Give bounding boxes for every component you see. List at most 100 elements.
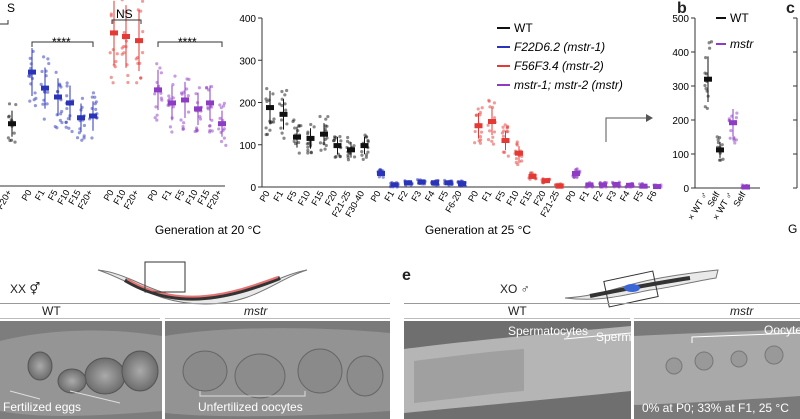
bracket-partial xyxy=(0,20,9,25)
grp-25c-0-1-point xyxy=(279,126,283,130)
grp-25c-0-3-point xyxy=(305,142,309,146)
grp-25c-0-4-point xyxy=(319,148,323,152)
grp-20c-3-5-point xyxy=(221,104,226,108)
grp-20c-1-2-mean xyxy=(54,94,62,100)
grp-25c-0-4-point xyxy=(318,141,323,145)
grp-25c-2-3-point xyxy=(514,156,519,161)
grp-25c-0-3-point xyxy=(306,132,310,136)
wt-20c-point xyxy=(13,140,17,144)
grp-25c-3-5-mean xyxy=(639,183,648,189)
legend-b: WT mstr xyxy=(716,11,754,51)
grp-25c-0-0-point xyxy=(271,92,275,96)
label-sperm: Sperm xyxy=(596,330,631,344)
grp-20c-3-2-point xyxy=(185,77,189,81)
grp-b-2-point xyxy=(733,141,737,145)
grp-20c-1-4-point xyxy=(80,96,85,100)
grp-25c-0-2-mean xyxy=(293,134,301,140)
grp-25c-1-0-mean xyxy=(377,170,385,176)
wt-20c-point xyxy=(12,131,16,135)
grp-25c-2-1-point xyxy=(492,130,497,134)
grp-20c-3-4-point xyxy=(209,85,214,89)
grp-25c-0-3-point xyxy=(309,151,313,155)
ytick-label-b: 500 xyxy=(672,14,689,25)
grp-20c-3-4-point xyxy=(208,124,212,128)
grp-20c-1-3-point xyxy=(67,126,71,130)
grp-25c-0-6-point xyxy=(352,144,356,148)
ytick-label-b: 300 xyxy=(672,82,689,93)
tick-25c: F4 xyxy=(423,189,437,203)
grp-25c-0-6-point xyxy=(346,158,351,162)
grp-b-1-point xyxy=(719,158,723,162)
grp-25c-2-2-point xyxy=(506,154,510,158)
grp-25c-0-1-point xyxy=(285,88,289,93)
tick-25c: F15 xyxy=(309,189,325,207)
grp-20c-1-0-point xyxy=(33,91,37,95)
genotype-xo: XO ♂ xyxy=(500,282,530,296)
grp-20c-1-0-point xyxy=(29,66,33,70)
grp-25c-2-2-point xyxy=(506,124,510,129)
grp-25c-0-1-point xyxy=(282,136,286,140)
grp-25c-0-5-point xyxy=(334,155,338,159)
grp-20c-1-4-point xyxy=(77,131,82,135)
grp-20c-1-3-point xyxy=(64,125,68,129)
grp-20c-2-0-point xyxy=(109,75,113,79)
grp-25c-0-1-point xyxy=(285,122,289,126)
grp-b-2-point xyxy=(727,117,731,121)
grp-20c-3-4-point xyxy=(206,107,210,111)
tick-25c: F5 xyxy=(436,189,450,203)
grp-20c-3-1-point xyxy=(173,74,177,78)
grp-b-2-point xyxy=(728,136,732,140)
grp-25c-2-3-point xyxy=(520,159,524,163)
grp-25c-2-1-point xyxy=(491,135,495,139)
grp-20c-3-3-point xyxy=(198,117,203,121)
grp-20c-3-0-point xyxy=(155,113,159,117)
grp-20c-3-0-mean xyxy=(154,87,162,93)
grp-20c-3-5-point xyxy=(222,136,226,140)
grp-20c-1-2-point xyxy=(59,112,63,116)
grp-20c-2-2-mean xyxy=(135,38,143,44)
grp-20c-1-2-point xyxy=(54,70,58,74)
grp-25c-2-0-point xyxy=(477,139,481,143)
grp-25c-0-6-point xyxy=(352,155,357,159)
grp-25c-2-0-point xyxy=(474,113,478,117)
grp-25c-0-2-point xyxy=(292,118,296,122)
wt-20c-point xyxy=(7,102,12,106)
grp-20c-3-5-point xyxy=(224,143,228,147)
grp-25c-3-1-mean xyxy=(585,182,594,188)
tick-25c: F1 xyxy=(480,189,494,203)
grp-b-2-point xyxy=(734,116,738,120)
grp-25c-1-5-mean xyxy=(444,180,453,186)
xlabel-20c: Generation at 20 °C xyxy=(155,223,262,237)
grp-b-3-mean xyxy=(742,184,750,190)
grp-20c-1-2-point xyxy=(53,125,57,129)
grp-25c-0-2-point xyxy=(297,151,301,155)
grp-20c-2-1-point xyxy=(120,46,124,50)
grp-25c-0-0-point xyxy=(265,87,269,91)
grp-20c-2-0-mean xyxy=(110,30,118,36)
grp-b-0-mean xyxy=(704,76,712,82)
grp-20c-1-1-point xyxy=(40,69,44,74)
grp-20c-1-5-mean xyxy=(89,113,97,119)
grp-20c-1-4-point xyxy=(82,134,86,138)
ytick-label-b: 400 xyxy=(672,48,689,59)
grp-25c-1-4-mean xyxy=(431,180,439,186)
grp-20c-3-5-mean xyxy=(218,121,226,127)
grp-25c-0-3-mean xyxy=(306,135,315,141)
grp-25c-0-4-mean xyxy=(320,131,328,137)
grp-25c-0-3-point xyxy=(306,148,310,152)
tick-25c: F5 xyxy=(493,189,507,203)
grp-25c-0-3-point xyxy=(309,122,313,127)
grp-25c-3-0-point xyxy=(575,175,579,180)
grp-25c-2-1-point xyxy=(492,101,497,105)
ytick-label-25c: 400 xyxy=(239,14,256,25)
grp-25c-0-5-mean xyxy=(333,143,342,149)
grp-25c-0-0-mean xyxy=(266,105,274,111)
grp-25c-2-0-point xyxy=(479,130,484,134)
grp-25c-2-1-point xyxy=(487,98,491,102)
grp-20c-3-3-point xyxy=(198,114,202,119)
grp-25c-2-0-point xyxy=(473,141,477,145)
grp-25c-1-3-mean xyxy=(417,179,426,185)
grp-20c-2-0-point xyxy=(114,59,118,64)
grp-25c-0-7-point xyxy=(360,150,364,154)
zoom-arrowhead xyxy=(646,114,653,122)
